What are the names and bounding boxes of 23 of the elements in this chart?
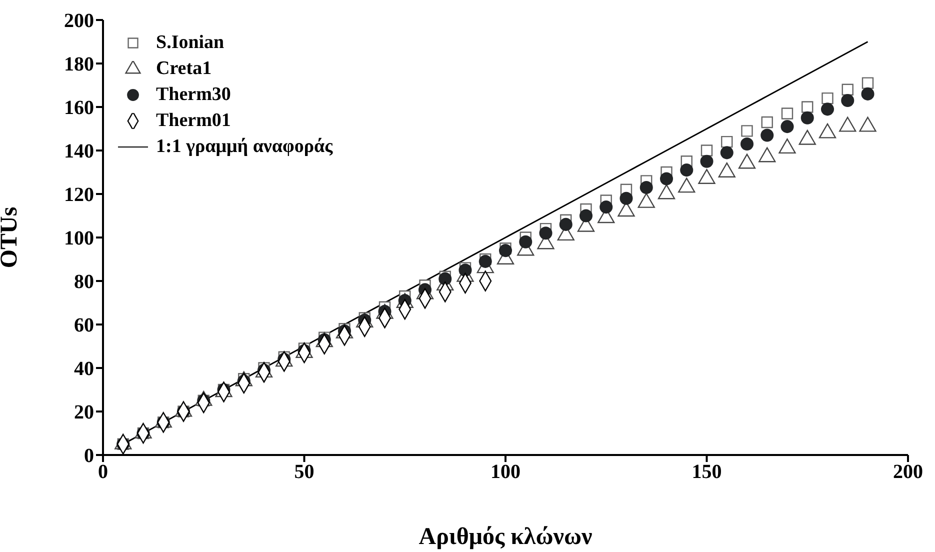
y-tick-label: 140	[64, 140, 94, 163]
legend-label: Therm30	[156, 84, 231, 106]
y-tick-label: 160	[64, 97, 94, 120]
legend-label: Creta1	[156, 58, 212, 80]
x-tick-label: 150	[692, 461, 722, 484]
x-tick-label: 100	[490, 461, 520, 484]
y-tick-label: 100	[64, 228, 94, 250]
y-tick-label: 180	[64, 54, 94, 76]
y-tick-label: 80	[74, 271, 94, 294]
legend-label: S.Ionian	[156, 32, 224, 54]
y-tick-label: 120	[64, 184, 94, 206]
x-axis-title: Αριθμός κλώνων	[418, 524, 593, 550]
x-tick-label: 50	[294, 461, 314, 484]
legend-label: 1:1 γραμμή αναφοράς	[156, 136, 333, 158]
legend-label: Therm01	[156, 110, 231, 132]
y-axis-title: OTUs	[0, 206, 23, 268]
x-tick-label: 200	[893, 461, 923, 484]
y-tick-label: 200	[64, 10, 94, 32]
y-tick-label: 40	[74, 358, 94, 380]
y-tick-label: 20	[74, 402, 94, 424]
y-tick-label: 0	[84, 445, 94, 468]
y-tick-label: 60	[74, 314, 94, 337]
x-tick-label: 0	[98, 461, 108, 484]
